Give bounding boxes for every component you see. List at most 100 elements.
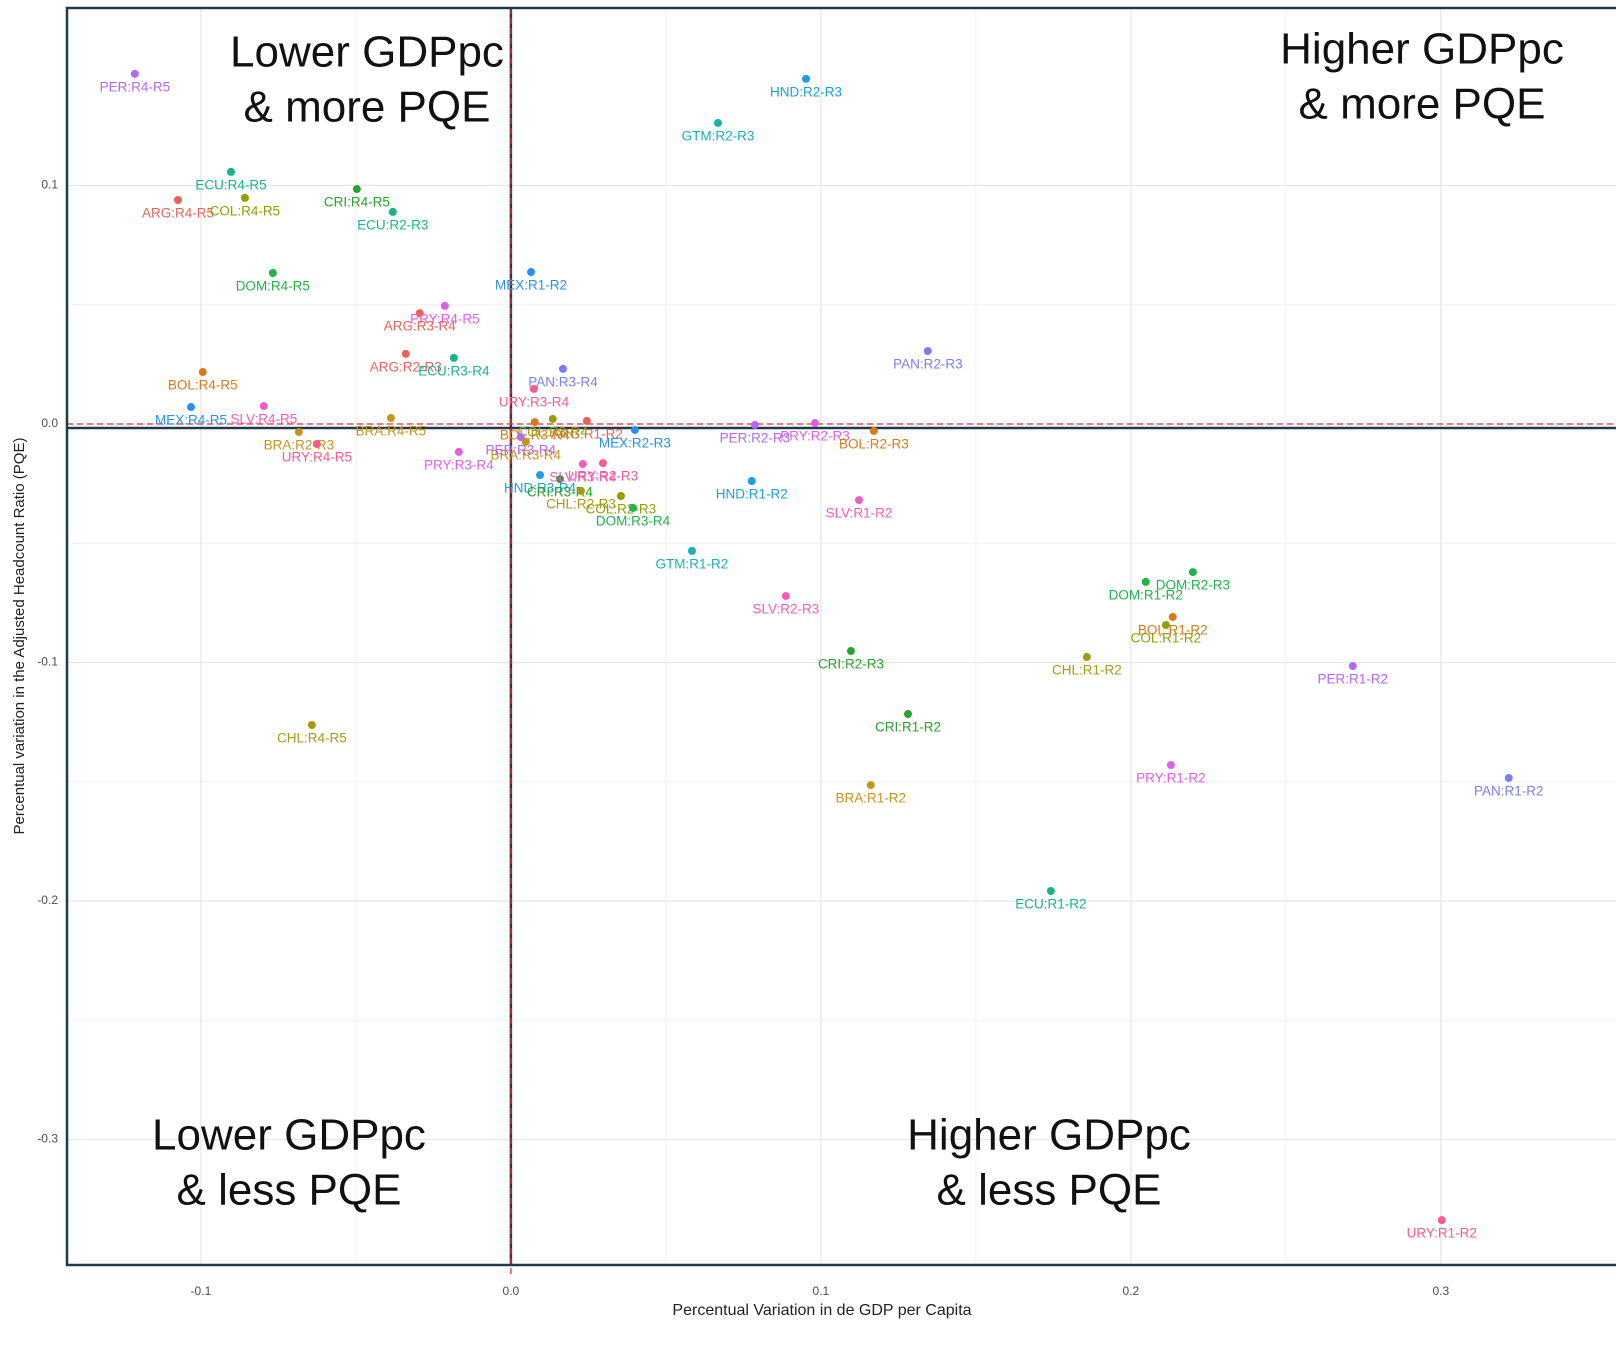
point-label: DOM:R4-R5 (236, 279, 310, 294)
quadrant-label: & less PQE (937, 1166, 1162, 1215)
point-label: DOM:R1-R2 (1109, 587, 1183, 602)
quadrant-label: & more PQE (244, 83, 491, 132)
point-label: CRI:R3-R4 (527, 485, 594, 500)
point-label: PAN:R3-R4 (528, 374, 598, 389)
point-label: ARG:R3-R4 (384, 319, 457, 334)
point-label: CHL:R2-R3 (546, 497, 616, 512)
point (630, 425, 639, 434)
point (530, 418, 539, 427)
quadrant-label: Lower GDPpc (230, 28, 504, 77)
point (558, 364, 567, 373)
point-label: URY:R2-R3 (568, 469, 638, 484)
point (713, 118, 722, 127)
quadrant-label: Higher GDPpc (1280, 25, 1564, 74)
plot-border (65, 6, 1616, 1267)
point (536, 471, 545, 480)
point (555, 475, 564, 484)
point (1348, 662, 1357, 671)
point (616, 492, 625, 501)
point (516, 433, 525, 442)
point-label: URY:R4-R5 (282, 450, 352, 465)
x-axis-title: Percentual Variation in de GDP per Capit… (672, 1302, 971, 1319)
point-label: ARG:R4-R5 (142, 206, 214, 221)
point-label: ECU:R1-R2 (1015, 897, 1086, 912)
point-label: URY:R1-R2 (1407, 1226, 1477, 1241)
point-label: ECU:R3-R4 (418, 363, 490, 378)
point-label: PRY:R1-R2 (1136, 771, 1206, 786)
point (440, 301, 449, 310)
quadrant-label: Higher GDPpc (907, 1111, 1191, 1160)
point (923, 346, 932, 355)
x-tick-label: 0.2 (1123, 1284, 1140, 1298)
point-label: COL:R4-R5 (210, 203, 281, 218)
point-label: DOM:R2-R3 (1156, 578, 1230, 593)
point (903, 710, 912, 719)
point (1161, 621, 1170, 630)
point (582, 416, 591, 425)
x-tick-label: 0.0 (503, 1284, 520, 1298)
point (198, 367, 207, 376)
y-tick-label: -0.2 (37, 893, 58, 907)
point (802, 74, 811, 83)
y-tick-label: -0.1 (37, 655, 58, 669)
point-label: PRY:R2-R3 (780, 429, 850, 444)
point (521, 437, 530, 446)
point-label: PER:R3-R4 (486, 443, 557, 458)
point-label: URY:R3-R4 (499, 394, 570, 409)
point-label: SLV:R1-R2 (826, 506, 893, 521)
point (454, 447, 463, 456)
point (1166, 761, 1175, 770)
point (548, 414, 557, 423)
point-label: PER:R4-R5 (100, 79, 171, 94)
point-label: CRI:R2-R3 (818, 657, 884, 672)
point (747, 476, 756, 485)
point-label: CRI:R4-R5 (324, 195, 390, 210)
point (527, 268, 536, 277)
point-label: COL:R2-R3 (586, 502, 657, 517)
point (352, 185, 361, 194)
point-label: SLV:R2-R3 (752, 602, 819, 617)
point-label: PER:R1-R2 (1318, 672, 1389, 687)
point (186, 403, 195, 412)
point (1046, 887, 1055, 896)
point (173, 196, 182, 205)
point (401, 349, 410, 358)
point (259, 402, 268, 411)
point (1168, 612, 1177, 621)
point-label: COL:R1-R2 (1131, 631, 1202, 646)
point-label: ARG:R1-R2 (551, 426, 623, 441)
point-label: MEX:R2-R3 (599, 436, 671, 451)
point (855, 496, 864, 505)
quadrant-label: Lower GDPpc (152, 1111, 426, 1160)
point-label: CHL:R1-R2 (1052, 663, 1122, 678)
point (415, 309, 424, 318)
point-label: BOL:R2-R3 (839, 436, 909, 451)
point (866, 781, 875, 790)
point (1188, 568, 1197, 577)
point (781, 591, 790, 600)
point (294, 428, 303, 437)
point (1141, 577, 1150, 586)
quadrant-label: & more PQE (1299, 80, 1546, 129)
point-label: BOL:R1-R2 (1138, 623, 1208, 638)
point (576, 487, 585, 496)
point-label: GTM:R1-R2 (656, 556, 729, 571)
point (810, 419, 819, 428)
point-label: BRA:R1-R2 (836, 791, 907, 806)
point-label: PAN:R1-R2 (1474, 784, 1544, 799)
point-label: ECU:R2-R3 (357, 217, 428, 232)
point-label: HND:R2-R3 (770, 84, 842, 99)
point-label: MEX:R1-R2 (495, 278, 567, 293)
point-label: PRY:R3-R4 (424, 457, 494, 472)
point-label: SLV:R3-R4 (549, 470, 616, 485)
y-tick-label: -0.3 (37, 1132, 58, 1146)
point (386, 414, 395, 423)
point-label: SLV:R4-R5 (230, 412, 297, 427)
point-label: ARG:R2-R3 (370, 359, 442, 374)
point-label: HND:R1-R2 (716, 487, 788, 502)
point-label: BOL:R4-R5 (168, 378, 238, 393)
point-label: MEX:R4-R5 (155, 413, 227, 428)
point (312, 440, 321, 449)
